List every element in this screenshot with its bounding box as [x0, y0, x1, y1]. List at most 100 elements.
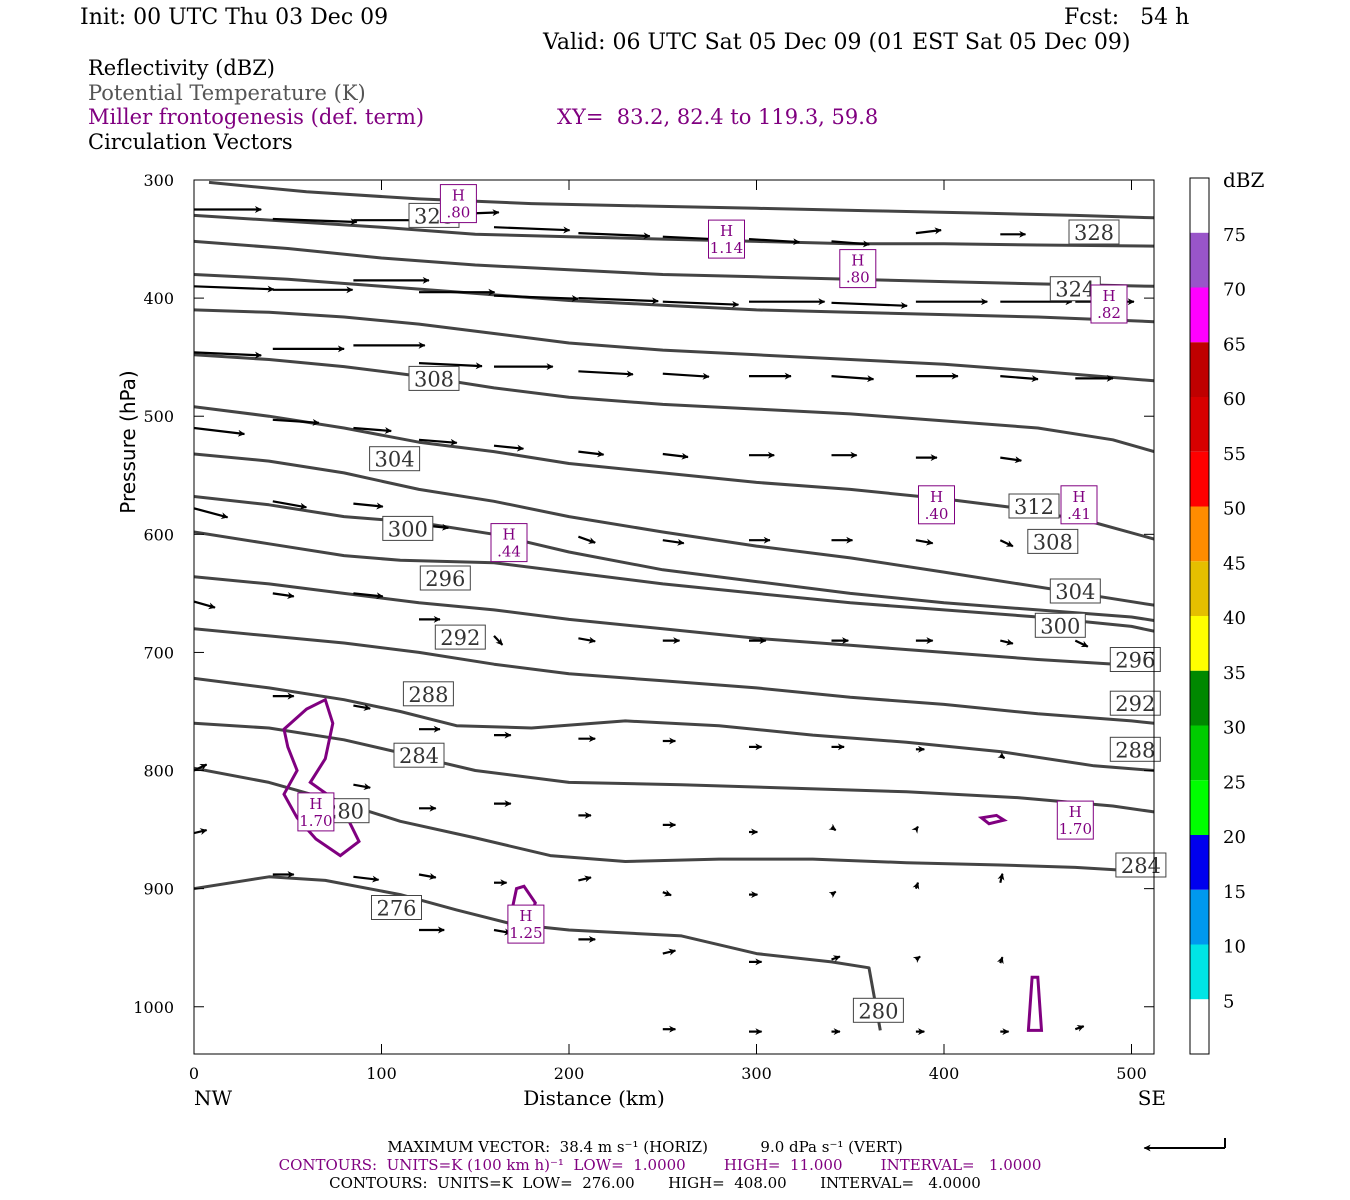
theta-label: 312: [1014, 495, 1054, 519]
circulation-vector: [1074, 1025, 1085, 1032]
frontogenesis-max-box: [439, 184, 477, 224]
frontogenesis-max-marker: H: [1102, 287, 1115, 305]
circulation-vector: [272, 500, 308, 510]
circulation-vector: [662, 452, 689, 460]
x-tick-label: 400: [929, 1064, 960, 1083]
colorbar-label: 75: [1223, 225, 1246, 246]
theta-label: 288: [408, 683, 448, 707]
frontogenesis-max-value: .82: [1097, 304, 1121, 322]
circulation-vector: [493, 444, 525, 452]
theta-label-box: [382, 515, 434, 541]
y-tick-label: 800: [143, 762, 174, 781]
frontogenesis-max-box: [297, 792, 335, 832]
theta-label: 328: [1074, 221, 1114, 245]
colorbar-segment: [1190, 397, 1209, 452]
x-tick-label: 200: [554, 1064, 585, 1083]
circulation-vector: [662, 372, 710, 380]
theta-label-box: [1034, 612, 1086, 638]
theta-label-box: [402, 681, 454, 707]
circulation-vector: [194, 507, 229, 520]
legend-frontogenesis: Miller frontogenesis (def. term): [88, 105, 425, 129]
circulation-vector: [493, 635, 504, 646]
theta-contour-276: [194, 875, 882, 1031]
theta-label-box: [1008, 493, 1060, 519]
theta-label-box: [434, 624, 486, 650]
plot-frame: [193, 179, 1155, 1055]
valid-time: Valid: 06 UTC Sat 05 Dec 09 (01 EST Sat …: [543, 30, 1131, 55]
colorbar-segment: [1190, 944, 1209, 1000]
colorbar-label: 5: [1223, 991, 1234, 1012]
circulation-vector: [353, 426, 392, 434]
frontogenesis-max-box: [1090, 284, 1128, 324]
circulation-vector: [353, 502, 384, 510]
frontogenesis-max-marker: H: [1072, 488, 1085, 506]
circulation-vector: [1000, 456, 1022, 464]
theta-contour-328: [194, 239, 1154, 288]
y-tick-label: 900: [143, 880, 174, 899]
theta-label: 284: [1121, 854, 1161, 878]
frontogenesis-max-value: .44: [497, 543, 521, 561]
x-tick-label: 100: [366, 1064, 397, 1083]
circulation-vector: [662, 300, 740, 308]
theta-label-box: [1049, 578, 1101, 604]
frontogenesis-max-marker: H: [452, 187, 465, 205]
colorbar-segment: [1190, 889, 1209, 945]
colorbar-frame: [1189, 177, 1210, 1055]
theta-label: 308: [1033, 530, 1073, 554]
theta-label: 288: [1115, 738, 1155, 762]
circulation-vector: [997, 956, 1004, 965]
colorbar-segment: [1190, 232, 1209, 288]
theta-label: 324: [1055, 278, 1095, 302]
theta-label-box: [369, 446, 421, 472]
circulation-vector: [831, 375, 875, 383]
frontogenesis-max-value: .80: [846, 269, 870, 287]
circulation-vector: [418, 362, 483, 370]
frontogenesis-max-value: 1.14: [710, 239, 743, 257]
circulation-vector: [831, 955, 841, 962]
y-tick-label: 1000: [133, 998, 174, 1017]
frontogenesis-max-marker: H: [930, 488, 943, 506]
frontogenesis-max-marker: H: [720, 222, 733, 240]
theta-label: 304: [375, 448, 415, 472]
theta-label-box: [1068, 219, 1120, 245]
theta-label-box: [408, 365, 460, 391]
frontogenesis-max-box: [507, 904, 545, 944]
circulation-vector: [272, 592, 295, 599]
theta-label: 280: [858, 999, 898, 1023]
colorbar-label: 70: [1223, 280, 1246, 301]
colorbar-segment: [1190, 616, 1209, 671]
x-axis-end-left: NW: [194, 1086, 233, 1110]
circulation-vector: [578, 636, 596, 644]
colorbar-segment: [1190, 561, 1209, 617]
circulation-vector: [272, 217, 358, 226]
theta-label: 292: [440, 626, 480, 650]
frontogenesis-max-marker: H: [851, 252, 864, 270]
colorbar-label: 20: [1223, 827, 1246, 848]
theta-label: 296: [425, 567, 465, 591]
theta-label: 276: [376, 897, 416, 921]
frontogenesis-max-box: [1060, 485, 1098, 525]
circulation-vector: [194, 285, 275, 293]
circulation-vector: [353, 783, 371, 791]
y-tick-label: 300: [143, 171, 174, 190]
circulation-vector: [828, 890, 837, 899]
frontogenesis-max-box: [1056, 800, 1094, 840]
circulation-vector: [194, 351, 262, 359]
colorbar-title: dBZ: [1223, 168, 1265, 192]
colorbar-segment: [1190, 506, 1209, 562]
legend-circulation-vectors: Circulation Vectors: [88, 130, 293, 154]
frontogenesis-max-value: .40: [925, 505, 949, 523]
theta-contour-288: [194, 676, 1154, 772]
circulation-vector: [1000, 638, 1014, 646]
theta-label-box: [419, 565, 471, 591]
colorbar-label: 45: [1223, 553, 1246, 574]
circulation-vector: [353, 875, 380, 883]
circulation-vector: [578, 297, 659, 305]
circulation-vector: [194, 600, 216, 610]
circulation-vector: [272, 418, 320, 426]
frontogenesis-max-value: 1.25: [509, 924, 542, 942]
colorbar-segment: [1190, 670, 1209, 726]
theta-label-box: [371, 895, 422, 920]
colorbar-label: 35: [1223, 663, 1246, 684]
y-tick-label: 600: [143, 525, 174, 544]
